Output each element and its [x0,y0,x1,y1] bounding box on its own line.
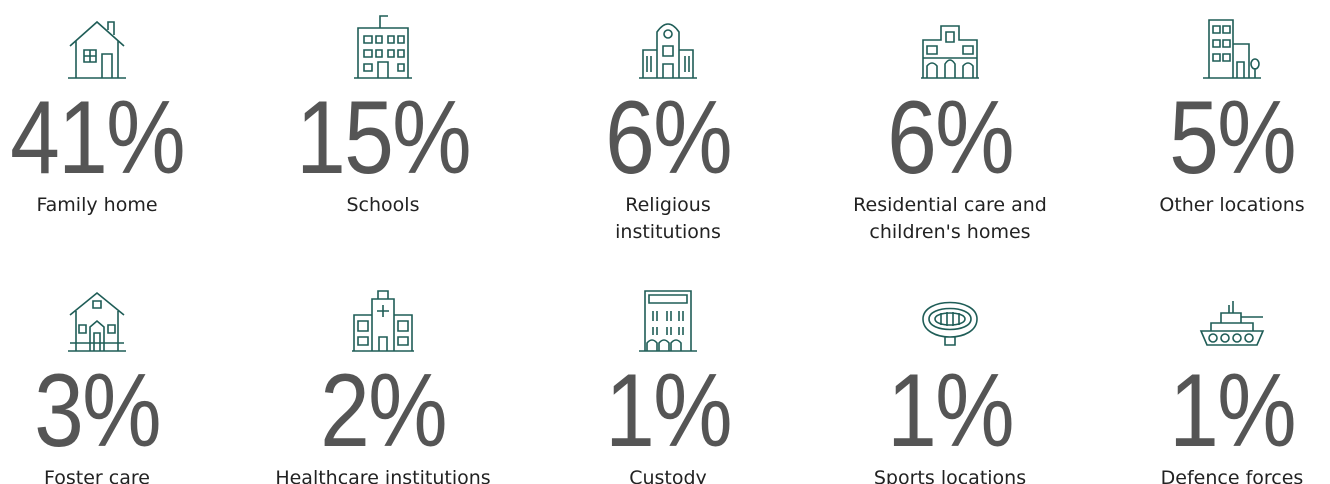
stat: 41% Family home [0,12,237,219]
stat: 5% Other locations [1092,12,1330,219]
percent: 2% [320,353,448,469]
stat: 6% Residential care and children's homes [810,12,1090,246]
percent: 1% [605,353,733,469]
icon [921,25,979,79]
stat: 3% Foster care [0,285,237,484]
percent: 15% [296,80,472,196]
label: Foster care [44,467,150,484]
stat: 6% Religious institutions [528,12,808,246]
stat: 15% Schools [243,12,523,219]
label: Custody [629,467,707,484]
percent: 5% [1169,80,1297,196]
stat: 1% Defence forces [1092,285,1330,484]
stat: 2% Healthcare institutions [243,285,523,484]
percent: 1% [1169,353,1297,469]
icon [68,20,126,79]
percent: 6% [887,80,1015,196]
label: Family home [36,194,158,216]
label: Other locations [1159,194,1305,216]
percent: 6% [605,80,733,196]
icon [922,301,978,346]
label: Residential care and children's homes [853,194,1047,243]
icon [352,290,414,352]
icon [639,23,697,79]
label: Healthcare institutions [275,467,491,484]
stat: 1% Custody [528,285,808,484]
percent: 3% [34,353,162,469]
icon [1199,301,1265,346]
percent: 1% [887,353,1015,469]
icon [354,15,412,79]
icon [68,291,126,352]
label: Religious institutions [615,194,721,243]
percent: 41% [10,80,186,196]
stat: 1% Sports locations [810,285,1090,484]
label: Sports locations [873,467,1027,484]
label: Schools [346,194,420,216]
icon [1203,19,1261,79]
label: Defence forces [1160,467,1304,484]
icon [639,290,697,352]
